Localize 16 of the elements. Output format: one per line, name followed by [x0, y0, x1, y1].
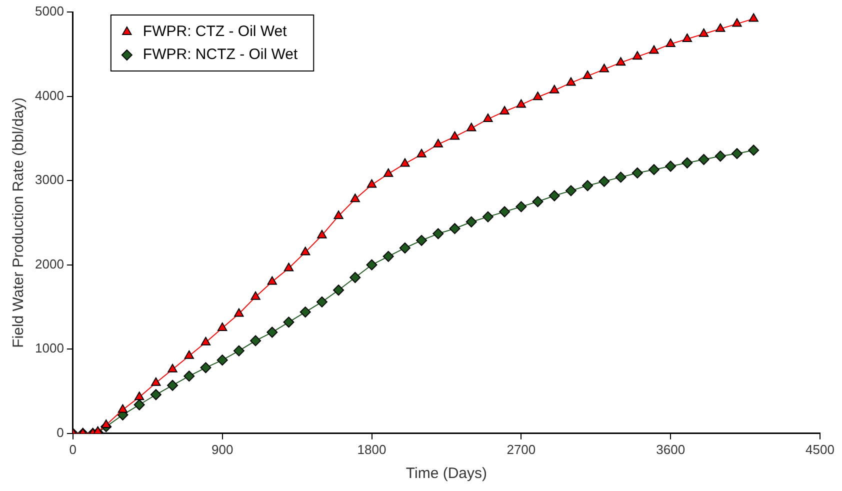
y-tick-label: 2000 — [35, 256, 64, 272]
x-tick-label: 3600 — [656, 442, 686, 457]
x-tick-label: 900 — [211, 442, 234, 457]
x-tick-label: 4500 — [806, 442, 834, 457]
legend-label: FWPR: NCTZ - Oil Wet — [142, 46, 298, 64]
x-tick-label: 2700 — [506, 442, 536, 457]
y-tick-label: 4000 — [35, 88, 64, 103]
y-tick-label: 5000 — [35, 4, 64, 19]
x-axis-title: Time (Days) — [406, 465, 488, 482]
x-tick-label: 1800 — [357, 442, 386, 457]
x-tick-label: 0 — [69, 442, 77, 457]
y-tick-label: 0 — [56, 424, 64, 440]
y-tick-label: 1000 — [35, 340, 64, 356]
y-axis-title: Field Water Production Rate (bbl/day) — [10, 98, 28, 348]
legend-label: FWPR: CTZ - Oil Wet — [142, 23, 288, 40]
y-tick-label: 3000 — [35, 172, 64, 188]
